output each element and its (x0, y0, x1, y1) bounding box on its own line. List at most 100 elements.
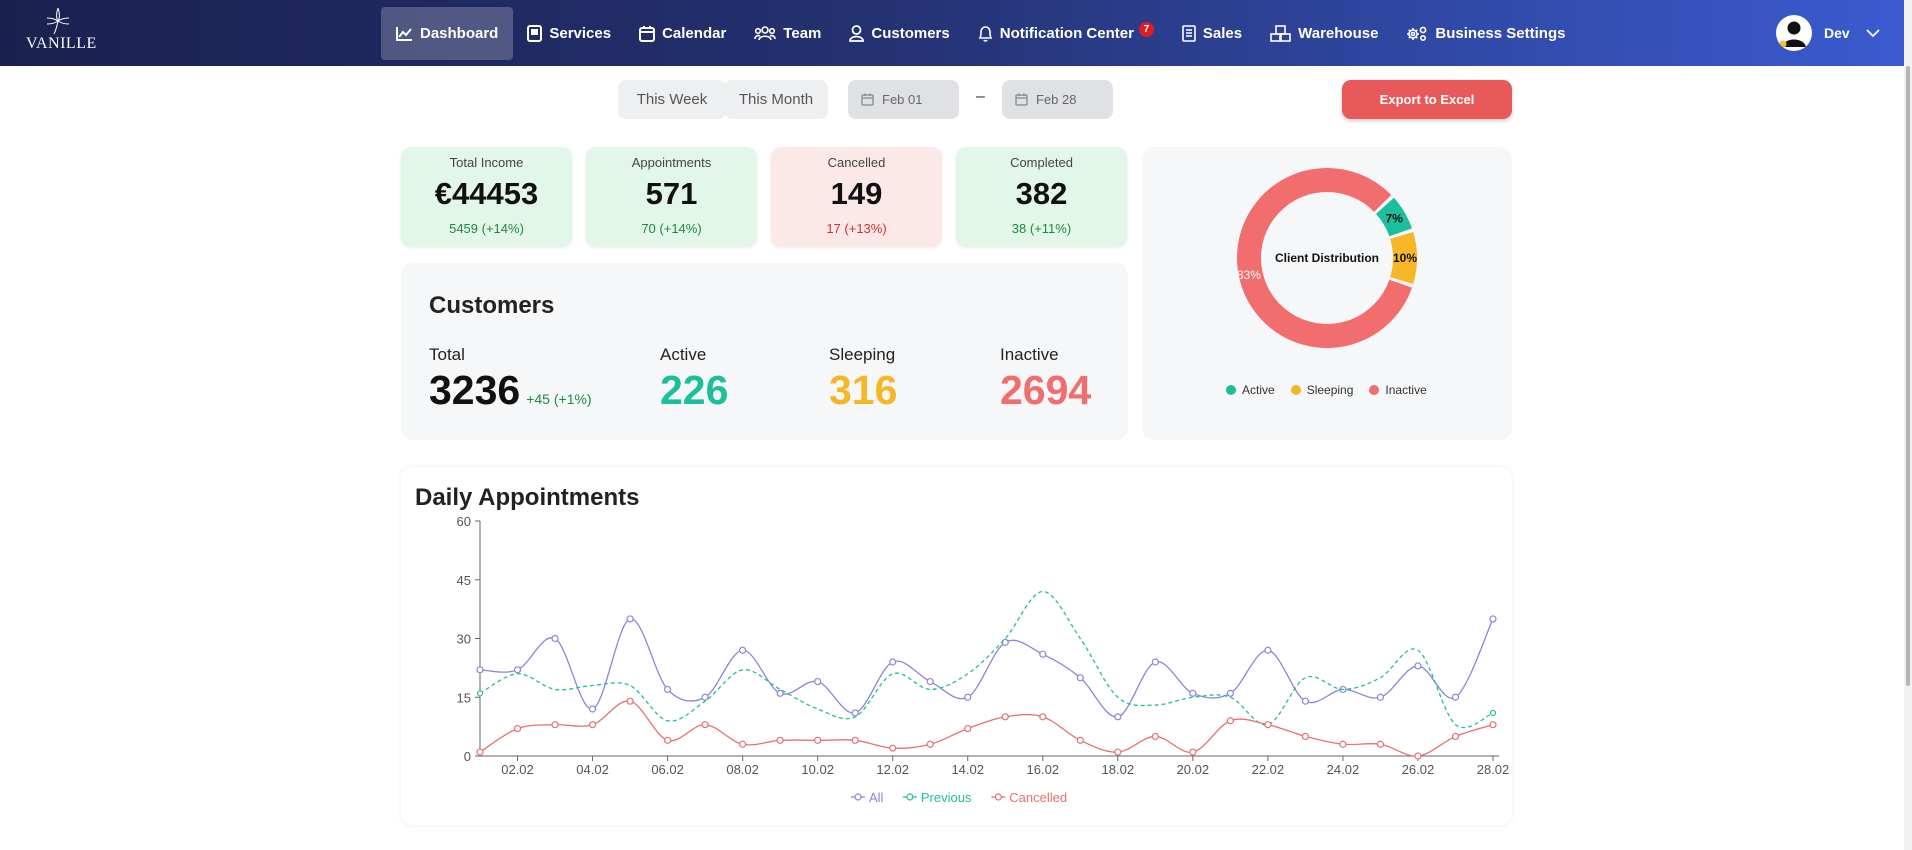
date-from-picker[interactable]: Feb 01 (848, 80, 959, 119)
team-icon (754, 26, 777, 41)
nav-notification-center[interactable]: Notification Center 7 (964, 7, 1168, 60)
data-point-cancelled (1039, 713, 1047, 721)
avatar (1776, 15, 1812, 51)
date-to-value: Feb 28 (1036, 92, 1077, 107)
data-point-cancelled (1339, 740, 1347, 748)
nav-team[interactable]: Team (740, 7, 835, 60)
donut-center-title: Client Distribution (1275, 251, 1379, 265)
data-point-all (1039, 650, 1047, 658)
legend-item-sleeping[interactable]: Sleeping (1290, 383, 1353, 397)
nav-sales[interactable]: Sales (1168, 7, 1256, 60)
data-point-all (964, 693, 972, 701)
y-tick-label: 15 (457, 690, 471, 705)
data-point-all (1301, 697, 1310, 705)
kpi-value: 571 (645, 176, 698, 211)
data-point-cancelled (889, 744, 897, 752)
kpi-label: Total Income (449, 155, 524, 170)
legend-label-all: All (869, 790, 884, 805)
customers-inactive-stat: Inactive 2694 (1000, 345, 1091, 413)
legend-label-cancelled: Cancelled (1009, 790, 1067, 805)
donut-slice-label: 7% (1385, 211, 1403, 225)
vanille-logo[interactable]: VANILLE (26, 6, 96, 62)
customers-sleeping-stat: Sleeping 316 (829, 345, 897, 413)
nav-calendar-label: Calendar (662, 25, 727, 42)
chart-line-icon (396, 27, 412, 41)
data-point-all (476, 666, 484, 674)
y-tick-label: 0 (464, 749, 471, 764)
kpi-delta: 70 (+14%) (641, 221, 702, 236)
data-point-all (776, 689, 784, 697)
chevron-down-icon[interactable] (1866, 28, 1880, 38)
customers-total-delta: +45 (+1%) (526, 391, 592, 407)
x-tick-label: 24.02 (1327, 762, 1360, 777)
data-point-all (626, 615, 634, 623)
user-menu[interactable]: Dev (1776, 15, 1880, 51)
x-tick-label: 26.02 (1402, 762, 1435, 777)
customers-active-value: 226 (660, 367, 729, 413)
export-to-excel-button[interactable]: Export to Excel (1342, 80, 1512, 119)
nav-dashboard[interactable]: Dashboard (381, 7, 514, 60)
customers-total-value: 3236 (429, 367, 521, 413)
customers-inactive-value: 2694 (1000, 367, 1092, 413)
date-from-value: Feb 01 (882, 92, 923, 107)
data-point-cancelled (551, 721, 559, 729)
kpi-card-completed: Completed 382 38 (+11%) (956, 147, 1127, 247)
data-point-all (1226, 689, 1234, 697)
legend-marker (854, 793, 862, 801)
donut-slice-label: 10% (1393, 251, 1417, 265)
x-tick-label: 14.02 (951, 762, 984, 777)
x-tick-label: 06.02 (651, 762, 684, 777)
data-point-all (513, 666, 522, 674)
this-month-button[interactable]: This Month (724, 80, 828, 119)
date-to-picker[interactable]: Feb 28 (1002, 80, 1113, 119)
data-point-all (1189, 689, 1197, 697)
kpi-delta: 17 (+13%) (826, 221, 887, 236)
donut-slice-active (1376, 197, 1412, 237)
data-point-cancelled (964, 724, 972, 733)
receipt-icon (1182, 25, 1196, 42)
nav-services-label: Services (549, 25, 612, 42)
data-point-all (1264, 646, 1272, 654)
calendar-icon (861, 93, 874, 106)
nav-warehouse[interactable]: Warehouse (1256, 7, 1392, 60)
daily-appointments-title: Daily Appointments (415, 484, 640, 511)
y-tick-label: 45 (457, 573, 471, 588)
data-point-all (851, 709, 859, 717)
this-week-button[interactable]: This Week (618, 80, 726, 119)
kpi-value: 149 (830, 176, 883, 211)
data-point-previous (1489, 709, 1497, 717)
data-point-cancelled (588, 721, 597, 729)
legend-label: Inactive (1385, 383, 1427, 397)
nav-calendar[interactable]: Calendar (625, 7, 740, 60)
data-point-all (739, 646, 747, 654)
legend-item-active[interactable]: Active (1226, 383, 1275, 397)
nav-warehouse-label: Warehouse (1298, 25, 1379, 42)
x-tick-label: 02.02 (501, 762, 534, 777)
x-tick-label: 10.02 (801, 762, 834, 777)
nav-customers[interactable]: Customers (835, 7, 963, 60)
main-navigation: Dashboard Services Calendar Team Custome… (381, 7, 1579, 60)
client-distribution-card (1142, 147, 1512, 440)
nav-business-settings[interactable]: Business Settings (1392, 7, 1579, 60)
data-point-cancelled (663, 736, 672, 744)
legend-item-inactive[interactable]: Inactive (1369, 383, 1427, 397)
user-name: Dev (1824, 25, 1850, 41)
data-point-cancelled (814, 736, 822, 744)
data-point-all (1076, 674, 1084, 682)
donut-slice-sleeping (1390, 231, 1418, 285)
kpi-delta: 5459 (+14%) (449, 221, 524, 236)
data-point-all (701, 693, 709, 701)
data-point-cancelled (1489, 721, 1497, 729)
series-line-previous (479, 590, 1494, 729)
scrollbar-thumb[interactable] (1906, 66, 1910, 686)
data-point-all (551, 634, 559, 643)
logo-flower-icon (46, 7, 70, 35)
data-point-all (1489, 615, 1497, 623)
customers-active-stat: Active 226 (660, 345, 728, 413)
customers-sleeping-label: Sleeping (829, 345, 896, 364)
data-point-cancelled (1414, 752, 1422, 760)
nav-services[interactable]: Services (513, 7, 625, 60)
nav-sales-label: Sales (1202, 25, 1243, 42)
x-tick-label: 18.02 (1102, 762, 1135, 777)
customers-inactive-label: Inactive (1000, 345, 1059, 364)
